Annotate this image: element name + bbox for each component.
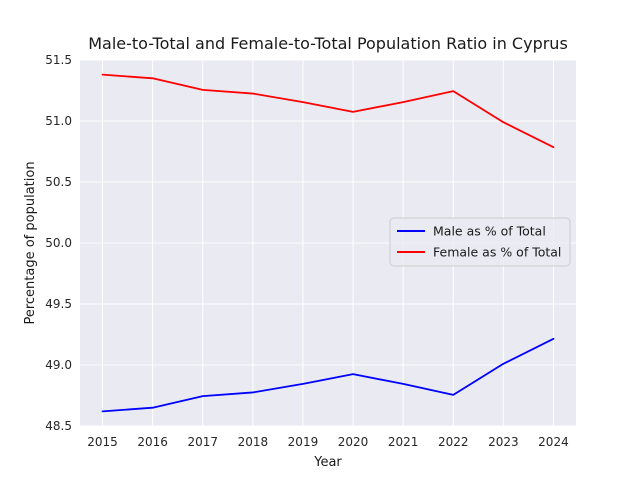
x-tick-label: 2018 bbox=[238, 435, 269, 449]
legend-label-female: Female as % of Total bbox=[433, 245, 561, 260]
x-tick-label: 2019 bbox=[288, 435, 319, 449]
x-tick-label: 2017 bbox=[187, 435, 218, 449]
y-tick-label: 50.5 bbox=[45, 175, 72, 189]
x-axis-ticks: 2015 2016 2017 2018 2019 2020 2021 2022 2023 2024 bbox=[87, 435, 568, 449]
chart-title: Male-to-Total and Female-to-Total Popula… bbox=[88, 34, 568, 53]
series-line-female bbox=[101, 73, 555, 149]
x-tick-label: 2020 bbox=[338, 435, 369, 449]
y-tick-label: 51.0 bbox=[45, 114, 72, 128]
x-tick-label: 2016 bbox=[137, 435, 168, 449]
y-tick-label: 48.5 bbox=[45, 419, 72, 433]
x-axis-label: Year bbox=[313, 455, 342, 470]
series-layer bbox=[101, 73, 555, 413]
y-tick-label: 49.5 bbox=[45, 297, 72, 311]
y-tick-label: 50.0 bbox=[45, 236, 72, 250]
y-tick-label: 51.5 bbox=[45, 53, 72, 67]
legend-box bbox=[389, 217, 571, 267]
x-tick-label: 2021 bbox=[388, 435, 419, 449]
x-tick-label: 2022 bbox=[438, 435, 469, 449]
y-axis-label: Percentage of population bbox=[23, 161, 38, 324]
y-tick-label: 49.0 bbox=[45, 358, 72, 372]
legend: Male as % of Total Female as % of Total bbox=[389, 217, 571, 267]
x-tick-label: 2015 bbox=[87, 435, 118, 449]
x-tick-label: 2024 bbox=[538, 435, 569, 449]
x-tick-label: 2023 bbox=[488, 435, 519, 449]
y-axis-ticks: 48.5 49.0 49.5 50.0 50.5 51.0 51.5 bbox=[45, 53, 72, 433]
legend-label-male: Male as % of Total bbox=[433, 224, 546, 239]
series-line-male bbox=[101, 337, 555, 413]
